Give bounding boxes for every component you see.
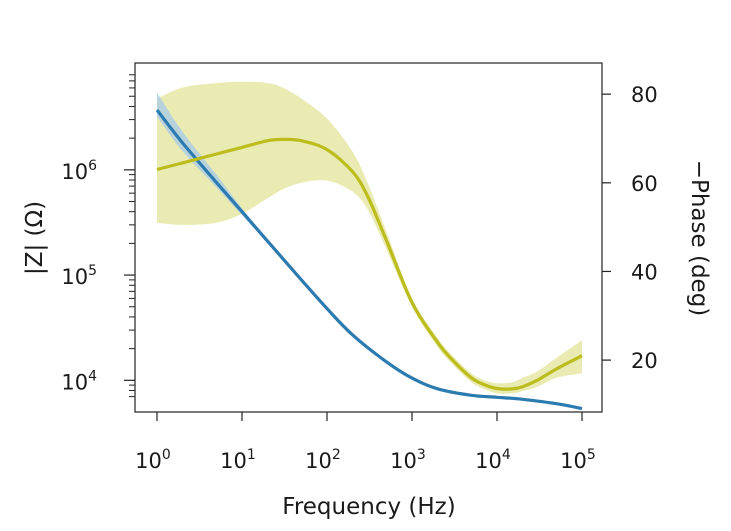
y-left-axis: 104 105 106 <box>61 74 135 398</box>
y-left-tick-label-1: 105 <box>61 263 97 289</box>
y-right-axis-title: −Phase (deg) <box>686 160 712 317</box>
y-right-tick-label-2: 60 <box>631 172 658 196</box>
impedance-line <box>155 109 583 411</box>
band-layer <box>157 81 582 409</box>
plot-frame <box>134 62 603 413</box>
line-layer <box>155 109 583 411</box>
y-right-axis: 20 40 60 80 <box>602 83 658 373</box>
y-left-tick-label-2: 106 <box>61 158 97 184</box>
y-left-axis-title: |Z| (Ω) <box>22 201 48 275</box>
x-tick-label-4: 104 <box>475 447 511 473</box>
x-tick-label-0: 100 <box>135 447 171 473</box>
x-tick-label-5: 105 <box>560 447 596 473</box>
phase-line <box>156 137 583 391</box>
y-right-tick-label-0: 20 <box>631 349 658 373</box>
x-axis-title: Frequency (Hz) <box>282 494 455 520</box>
x-tick-label-2: 102 <box>305 447 341 473</box>
y-left-tick-label-0: 104 <box>61 368 97 394</box>
phase-confidence-band <box>157 81 582 394</box>
y-right-tick-label-3: 80 <box>631 83 658 107</box>
x-tick-label-1: 101 <box>220 447 256 473</box>
x-axis: 100 101 102 103 104 105 <box>135 412 596 473</box>
y-right-tick-label-1: 40 <box>631 260 658 284</box>
x-tick-label-3: 103 <box>390 447 426 473</box>
